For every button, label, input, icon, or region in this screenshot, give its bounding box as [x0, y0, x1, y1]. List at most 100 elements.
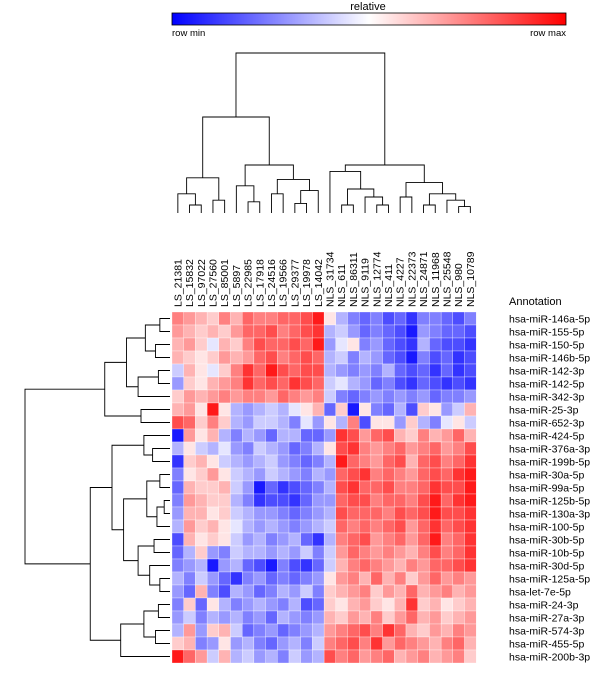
heatmap-cell: [300, 480, 313, 495]
heatmap-cell: [206, 376, 219, 391]
heatmap-cell: [405, 428, 418, 443]
heatmap-cell: [312, 389, 325, 404]
heatmap-cell: [288, 532, 301, 547]
heatmap-cell: [417, 571, 430, 586]
dendrogram-branch: [155, 344, 170, 358]
heatmap-cell: [347, 324, 360, 339]
heatmap-cell: [171, 506, 184, 521]
heatmap-cell: [277, 454, 290, 469]
heatmap-cell: [300, 415, 313, 430]
heatmap-cell: [312, 350, 325, 365]
column-label: NLS_611: [336, 264, 348, 307]
heatmap-cell: [277, 532, 290, 547]
heatmap-cell: [405, 649, 418, 664]
heatmap-cell: [218, 623, 231, 638]
heatmap-cell: [253, 467, 266, 482]
heatmap-cell: [171, 649, 184, 664]
column-label: NLS_10789: [465, 251, 477, 307]
heatmap-cell: [253, 389, 266, 404]
heatmap-cell: [335, 532, 348, 547]
heatmap-cell: [265, 428, 278, 443]
heatmap-cell: [417, 558, 430, 573]
heatmap-cell: [218, 467, 231, 482]
column-label: NLS_12774: [371, 251, 383, 307]
heatmap-cell: [171, 324, 184, 339]
heatmap-cell: [405, 363, 418, 378]
heatmap-cell: [288, 610, 301, 625]
heatmap-cell: [218, 649, 231, 664]
heatmap-cell: [183, 558, 196, 573]
heatmap-cell: [464, 337, 477, 352]
heatmap-cell: [171, 519, 184, 534]
heatmap-cell: [230, 506, 243, 521]
heatmap-cell: [429, 519, 442, 534]
heatmap-cell: [347, 571, 360, 586]
column-label: NLS_22373: [406, 251, 418, 307]
heatmap-cell: [429, 441, 442, 456]
heatmap-cell: [195, 597, 208, 612]
heatmap-cell: [230, 571, 243, 586]
heatmap-cell: [253, 350, 266, 365]
heatmap-cell: [242, 324, 255, 339]
heatmap-cell: [347, 350, 360, 365]
heatmap-cell: [347, 441, 360, 456]
heatmap-cell: [183, 337, 196, 352]
heatmap-cell: [253, 480, 266, 495]
heatmap-cell: [429, 545, 442, 560]
heatmap-cell: [359, 519, 372, 534]
heatmap-cell: [452, 532, 465, 547]
heatmap-cell: [183, 402, 196, 417]
heatmap-cell: [440, 532, 453, 547]
heatmap-cell: [242, 649, 255, 664]
heatmap-cell: [171, 584, 184, 599]
heatmap-cell: [464, 363, 477, 378]
row-label: hsa-miR-150-5p: [509, 339, 584, 351]
row-label: hsa-miR-25-3p: [509, 404, 579, 416]
heatmap-cell: [382, 376, 395, 391]
heatmap-cell: [452, 584, 465, 599]
heatmap-cell: [206, 467, 219, 482]
heatmap-cell: [359, 493, 372, 508]
heatmap-cell: [370, 389, 383, 404]
row-label: hsa-miR-200b-3p: [509, 651, 590, 663]
heatmap-cell: [230, 376, 243, 391]
heatmap-cell: [417, 350, 430, 365]
column-label: NLS_31734: [324, 251, 336, 307]
column-label: LS_27560: [207, 259, 219, 307]
heatmap-cell: [230, 610, 243, 625]
heatmap-cell: [405, 636, 418, 651]
heatmap-cell: [218, 363, 231, 378]
heatmap-cell: [206, 402, 219, 417]
heatmap-cell: [171, 623, 184, 638]
heatmap-cell: [452, 441, 465, 456]
heatmap-cell: [323, 636, 336, 651]
heatmap-cell: [277, 402, 290, 417]
heatmap-cell: [382, 571, 395, 586]
color-scale-max-label: row max: [530, 28, 566, 39]
heatmap-cell: [265, 623, 278, 638]
heatmap-cell: [171, 441, 184, 456]
heatmap-cell: [218, 376, 231, 391]
heatmap-cell: [218, 545, 231, 560]
heatmap-cell: [417, 337, 430, 352]
heatmap-cell: [347, 402, 360, 417]
column-label: NLS_980: [453, 263, 465, 307]
heatmap-cell: [370, 532, 383, 547]
heatmap-cell: [429, 467, 442, 482]
heatmap-cell: [335, 636, 348, 651]
heatmap-cell: [394, 376, 407, 391]
heatmap-cell: [464, 441, 477, 456]
row-label: hsa-miR-455-5p: [509, 638, 584, 650]
heatmap-cell: [335, 467, 348, 482]
heatmap-cell: [464, 454, 477, 469]
heatmap-cell: [452, 636, 465, 651]
heatmap-cell: [206, 389, 219, 404]
heatmap-cell: [218, 519, 231, 534]
heatmap-cell: [405, 493, 418, 508]
heatmap-cell: [347, 311, 360, 326]
heatmap-cell: [171, 428, 184, 443]
heatmap-cell: [230, 337, 243, 352]
heatmap-cell: [440, 363, 453, 378]
heatmap-cell: [452, 376, 465, 391]
heatmap-cell: [253, 337, 266, 352]
